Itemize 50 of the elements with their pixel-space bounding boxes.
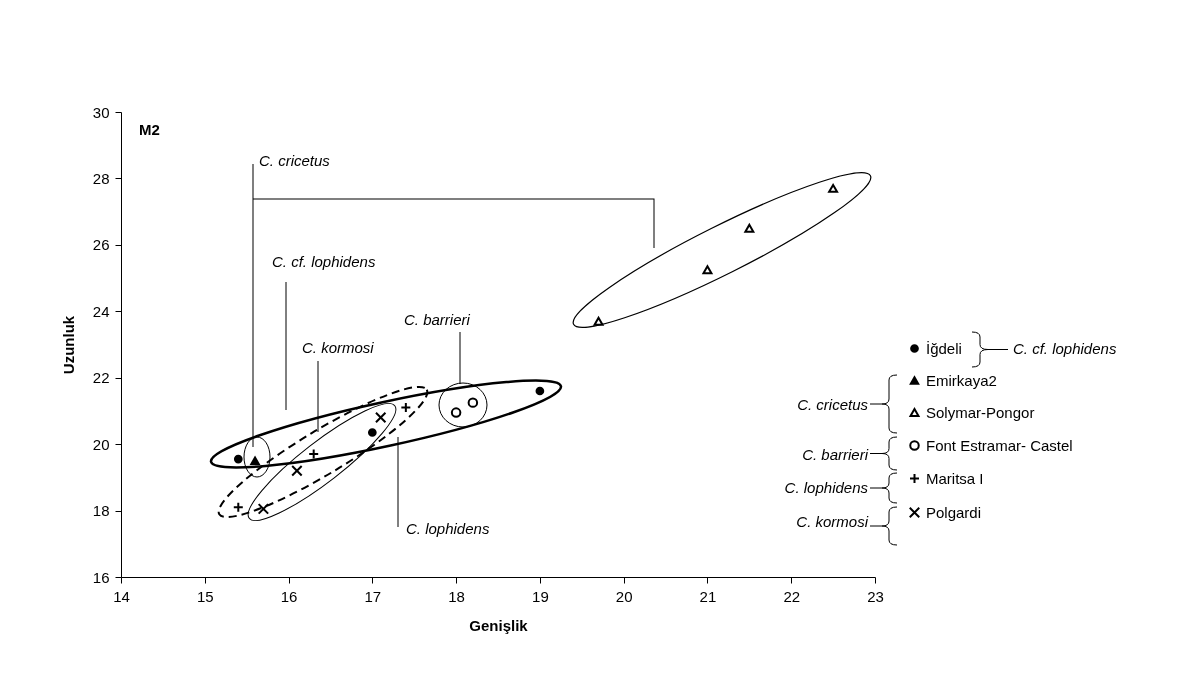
- point: [702, 265, 713, 275]
- x-tick-label: 19: [532, 587, 549, 605]
- legend-label: İğdeli: [926, 339, 962, 357]
- x-tick-label: 17: [364, 587, 382, 605]
- annotation: C. cricetus: [259, 152, 331, 169]
- annotation: C. kormosi: [302, 339, 375, 356]
- point: [450, 407, 462, 418]
- x-tick-label: 23: [867, 587, 884, 605]
- y-tick-label: 30: [92, 103, 110, 121]
- x-tick-label: 15: [196, 587, 214, 605]
- annotation: C. barrieri: [404, 311, 471, 328]
- x-tick-label: 18: [448, 587, 465, 605]
- point: [367, 428, 377, 437]
- x-tick-label: 16: [280, 587, 298, 605]
- annotation: C. lophidens: [784, 479, 869, 496]
- x-tick-label: 20: [615, 587, 633, 605]
- x-tick-label: 22: [783, 587, 801, 605]
- point: [593, 316, 604, 326]
- point: [374, 411, 387, 424]
- y-tick-label: 24: [92, 302, 110, 320]
- y-tick-label: 28: [92, 169, 110, 187]
- x-axis-title: Genişlik: [469, 616, 529, 634]
- annotation: C. cf. lophidens: [272, 253, 376, 270]
- legend-label: Polgardi: [926, 503, 982, 521]
- legend-label: Maritsa I: [926, 469, 984, 487]
- annotation: M2: [139, 121, 160, 138]
- point: [467, 397, 479, 408]
- x-tick-label: 21: [699, 587, 717, 605]
- text: C. cf. lophidens: [1013, 340, 1117, 357]
- point: [291, 464, 303, 477]
- y-tick-label: 20: [92, 435, 110, 453]
- y-tick-label: 26: [92, 236, 110, 254]
- y-axis-title: Uzunluk: [59, 315, 77, 375]
- y-tick-label: 22: [92, 369, 110, 387]
- annotation: C. kormosi: [796, 513, 869, 530]
- legend-label: Font Estramar- Castel: [926, 436, 1073, 454]
- annotation: C. barrieri: [802, 446, 869, 463]
- point: [233, 454, 243, 464]
- point: [250, 456, 260, 465]
- legend-label: Solymar-Pongor: [926, 403, 1035, 421]
- annotation: C. cricetus: [797, 396, 869, 413]
- point: [535, 386, 545, 396]
- y-tick-label: 16: [92, 568, 110, 586]
- point: [744, 223, 755, 233]
- y-tick-label: 18: [92, 502, 110, 520]
- point: [828, 183, 839, 193]
- annotation: C. lophidens: [406, 520, 490, 537]
- legend-label: Emirkaya2: [926, 371, 997, 389]
- x-tick-label: 14: [113, 587, 130, 605]
- point: [257, 503, 270, 515]
